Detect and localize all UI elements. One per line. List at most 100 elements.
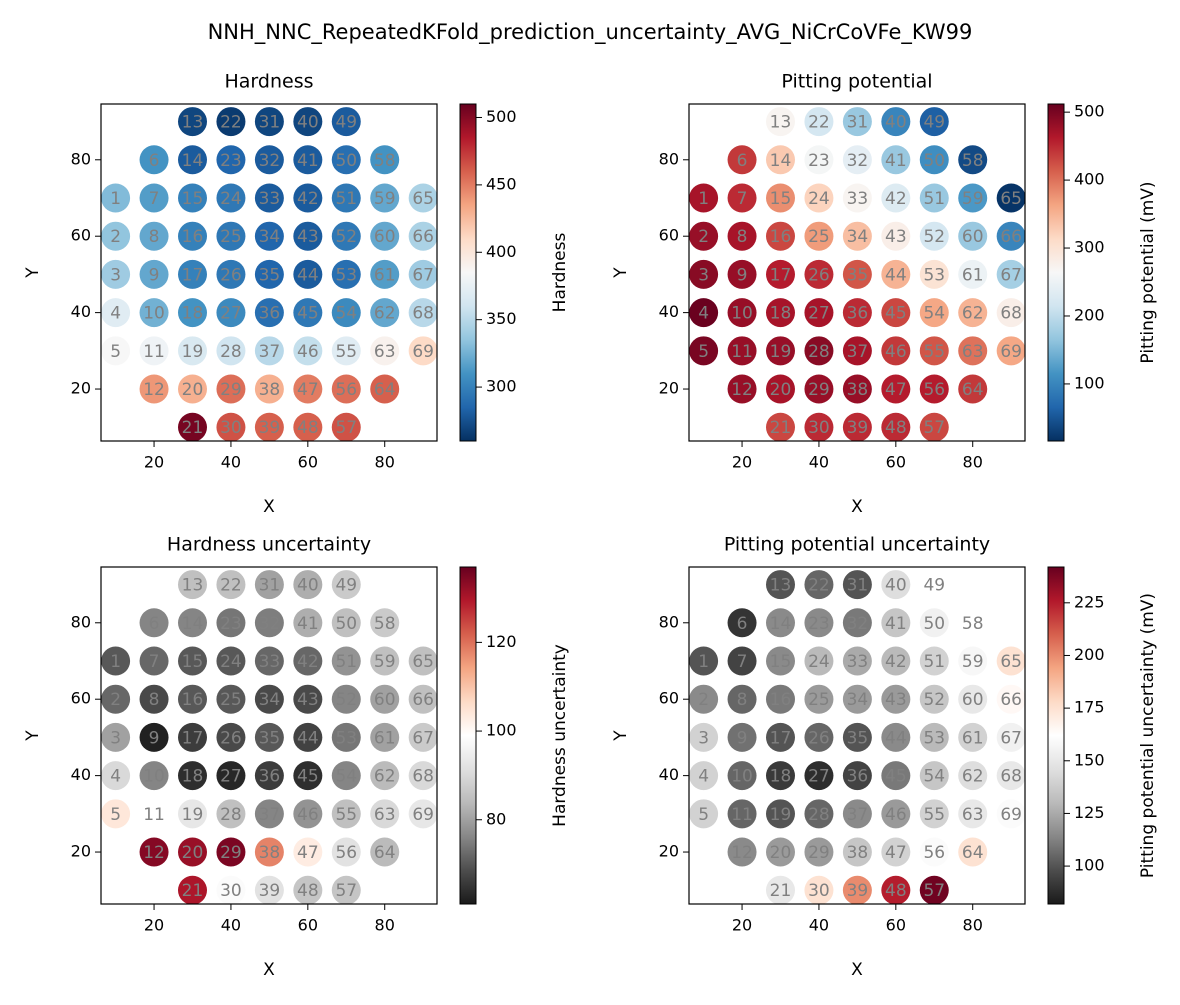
point-label: 20: [770, 380, 792, 400]
point: [177, 684, 207, 714]
y-tick-label: 20: [659, 842, 679, 861]
point-label: 54: [923, 767, 945, 787]
point-label: 9: [737, 728, 748, 748]
point: [842, 183, 872, 213]
point-label: 23: [220, 151, 242, 171]
colorbar-label: Pitting potential (mV): [1138, 181, 1158, 363]
point-label: 39: [259, 881, 281, 901]
point: [842, 837, 872, 867]
point-label: 4: [110, 304, 121, 324]
point: [331, 259, 361, 289]
point: [370, 336, 400, 366]
point-label: 41: [885, 151, 907, 171]
point: [765, 684, 795, 714]
point-label: 43: [297, 690, 319, 710]
point-label: 58: [962, 614, 984, 634]
point-label: 38: [259, 380, 281, 400]
point-label: 7: [149, 189, 160, 209]
point-label: 49: [923, 113, 945, 133]
point-label: 32: [847, 614, 869, 634]
point: [765, 799, 795, 829]
point: [331, 837, 361, 867]
x-tick-label: 80: [963, 453, 983, 472]
colorbar-tick-label: 200: [1074, 305, 1105, 324]
point: [370, 722, 400, 752]
point: [408, 722, 437, 752]
point-label: 30: [220, 881, 242, 901]
point-label: 60: [962, 690, 984, 710]
point-label: 55: [923, 805, 945, 825]
point: [370, 646, 400, 676]
point: [331, 298, 361, 328]
point-label: 34: [847, 227, 869, 247]
point: [958, 608, 988, 638]
point: [331, 145, 361, 175]
point: [958, 837, 988, 867]
point: [216, 145, 246, 175]
point-label: 36: [847, 304, 869, 324]
point-label: 13: [770, 113, 792, 133]
point-label: 1: [110, 652, 121, 672]
point: [331, 107, 361, 137]
point: [842, 722, 872, 752]
point: [881, 761, 911, 791]
point: [293, 761, 323, 791]
point-label: 27: [808, 767, 830, 787]
colorbar-tick-label: 100: [1074, 856, 1105, 875]
point: [765, 374, 795, 404]
point: [727, 183, 757, 213]
colorbar-tick-label: 400: [1074, 170, 1105, 189]
point: [765, 608, 795, 638]
point-label: 30: [808, 418, 830, 438]
point: [216, 221, 246, 251]
point: [177, 183, 207, 213]
point-label: 20: [182, 380, 204, 400]
point-label: 2: [698, 227, 709, 247]
point: [293, 145, 323, 175]
y-tick-label: 40: [71, 302, 91, 321]
point: [881, 336, 911, 366]
subplot-title: Hardness uncertainty: [167, 534, 371, 556]
point-label: 54: [335, 304, 357, 324]
point-label: 9: [149, 728, 160, 748]
point-label: 59: [962, 189, 984, 209]
axes-frame: [688, 103, 1026, 442]
point: [996, 722, 1025, 752]
x-tick-label: 20: [732, 453, 752, 472]
point-label: 6: [737, 151, 748, 171]
point-label: 48: [885, 418, 907, 438]
point-label: 63: [374, 805, 396, 825]
point-label: 37: [847, 805, 869, 825]
colorbar: [1047, 566, 1065, 905]
point: [881, 259, 911, 289]
point-label: 25: [808, 690, 830, 710]
point: [881, 799, 911, 829]
point: [254, 145, 284, 175]
point: [139, 722, 169, 752]
point: [408, 259, 437, 289]
point-label: 25: [808, 227, 830, 247]
point-label: 26: [220, 728, 242, 748]
point: [293, 183, 323, 213]
point: [804, 374, 834, 404]
point: [919, 107, 949, 137]
point: [216, 259, 246, 289]
point-label: 10: [143, 304, 165, 324]
point-label: 9: [149, 265, 160, 285]
point-label: 43: [297, 227, 319, 247]
point: [331, 336, 361, 366]
point: [139, 374, 169, 404]
point: [689, 684, 719, 714]
point-label: 15: [770, 189, 792, 209]
point: [689, 722, 719, 752]
point-label: 44: [297, 728, 319, 748]
x-tick-label: 60: [298, 453, 318, 472]
point: [842, 799, 872, 829]
point: [101, 646, 131, 676]
point-label: 32: [847, 151, 869, 171]
point: [804, 761, 834, 791]
point-label: 16: [770, 227, 792, 247]
point-label: 47: [297, 843, 319, 863]
point-label: 49: [335, 576, 357, 596]
